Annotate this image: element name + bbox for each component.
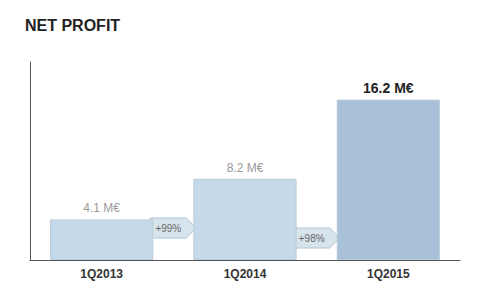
svg-text:1Q2015: 1Q2015: [367, 267, 410, 281]
svg-text:4.1 M€: 4.1 M€: [83, 201, 120, 215]
svg-text:NET PROFIT: NET PROFIT: [25, 17, 120, 34]
svg-text:16.2 M€: 16.2 M€: [363, 80, 414, 96]
svg-text:+99%: +99%: [155, 223, 181, 234]
svg-text:1Q2013: 1Q2013: [80, 267, 123, 281]
svg-text:+98%: +98%: [299, 233, 325, 244]
svg-text:8.2 M€: 8.2 M€: [227, 161, 264, 175]
svg-text:1Q2014: 1Q2014: [224, 267, 267, 281]
